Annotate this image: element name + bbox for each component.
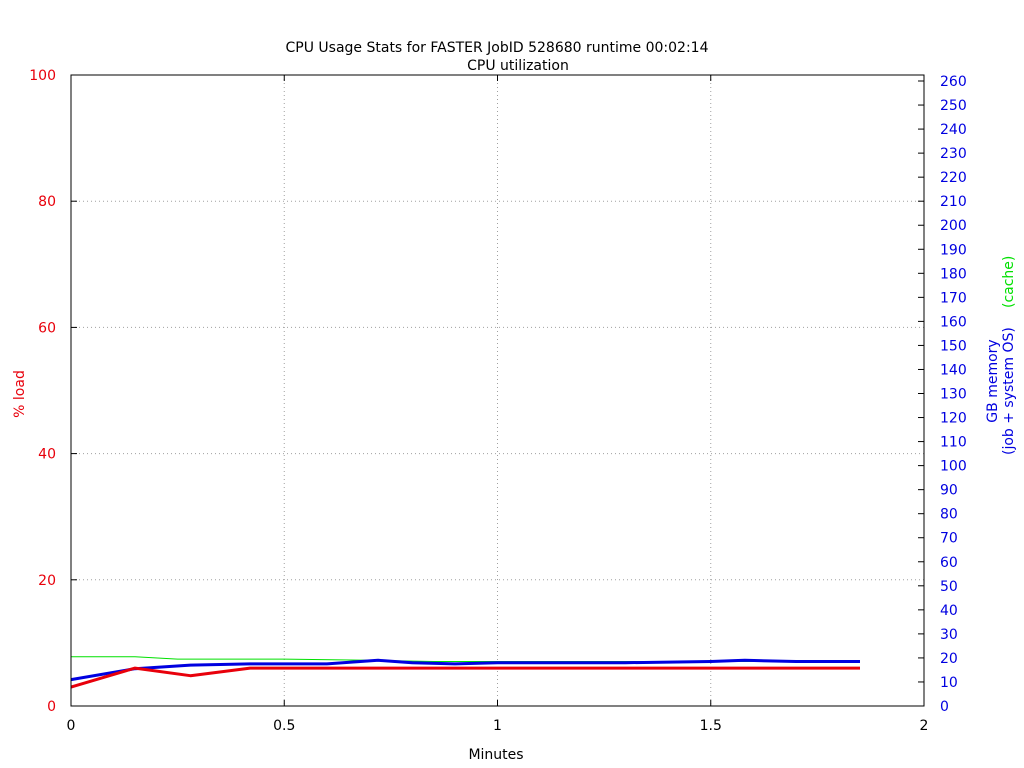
y2-tick-label: 130 (940, 387, 967, 403)
chart-title: CPU Usage Stats for FASTER JobID 528680 … (286, 40, 709, 56)
y2-tick-label: 30 (940, 627, 958, 643)
y2-tick-label: 160 (940, 314, 967, 330)
y2-axis-label: GB memory (job + system OS) (cache) (985, 256, 1017, 455)
y2-tick-label: 70 (940, 531, 958, 547)
x-axis-label: Minutes (468, 747, 523, 763)
y2-tick-label: 230 (940, 146, 967, 162)
y2-tick-label: 220 (940, 170, 967, 186)
y-tick-label: 20 (38, 573, 56, 589)
y2-tick-label: 120 (940, 411, 967, 427)
y2-tick-label: 20 (940, 651, 958, 667)
grid-layer (71, 75, 924, 706)
y2-axis-label-extra: (cache) (1001, 256, 1017, 308)
y2-tick-label: 210 (940, 194, 967, 210)
y2-tick-label: 10 (940, 675, 958, 691)
series-layer (70, 656, 860, 689)
tick-layer: 0 0.5 1 1.5 20204060801000102030405060708090… (29, 68, 966, 734)
x-tick-label: 1.5 (700, 718, 722, 734)
y2-tick-label: 110 (940, 435, 967, 451)
y2-axis-label-main: GB memory (985, 339, 1001, 422)
memory-series-line (70, 658, 860, 682)
y2-tick-label: 40 (940, 603, 958, 619)
x-tick-label: 0.5 (273, 718, 295, 734)
y2-tick-label: 150 (940, 338, 967, 354)
y2-tick-label: 240 (940, 122, 967, 138)
y2-tick-label: 50 (940, 579, 958, 595)
y2-tick-label: 60 (940, 555, 958, 571)
x-tick-label: 1 (493, 718, 502, 734)
y2-tick-label: 90 (940, 483, 958, 499)
y-axis-label: % load (12, 370, 28, 418)
y-tick-label: 60 (38, 320, 56, 336)
y2-tick-label: 100 (940, 459, 967, 475)
load-series-line (70, 666, 860, 689)
y2-tick-label: 190 (940, 242, 967, 258)
y-tick-label: 80 (38, 194, 56, 210)
y-tick-label: 40 (38, 447, 56, 463)
y2-tick-label: 260 (940, 74, 967, 90)
y2-tick-label: 200 (940, 218, 967, 234)
chart-subtitle: CPU utilization (467, 58, 569, 74)
x-tick-label: 2 (920, 718, 929, 734)
y2-axis-label-sub: (job + system OS) (1001, 327, 1017, 455)
y-tick-label: 100 (29, 68, 56, 84)
x-tick-label: 0 (67, 718, 76, 734)
y2-tick-label: 170 (940, 290, 967, 306)
y2-tick-label: 180 (940, 266, 967, 282)
y2-tick-label: 80 (940, 507, 958, 523)
y2-tick-label: 250 (940, 98, 967, 114)
y-tick-label: 0 (47, 699, 56, 715)
y2-tick-label: 140 (940, 362, 967, 378)
y2-tick-label: 0 (940, 699, 949, 715)
